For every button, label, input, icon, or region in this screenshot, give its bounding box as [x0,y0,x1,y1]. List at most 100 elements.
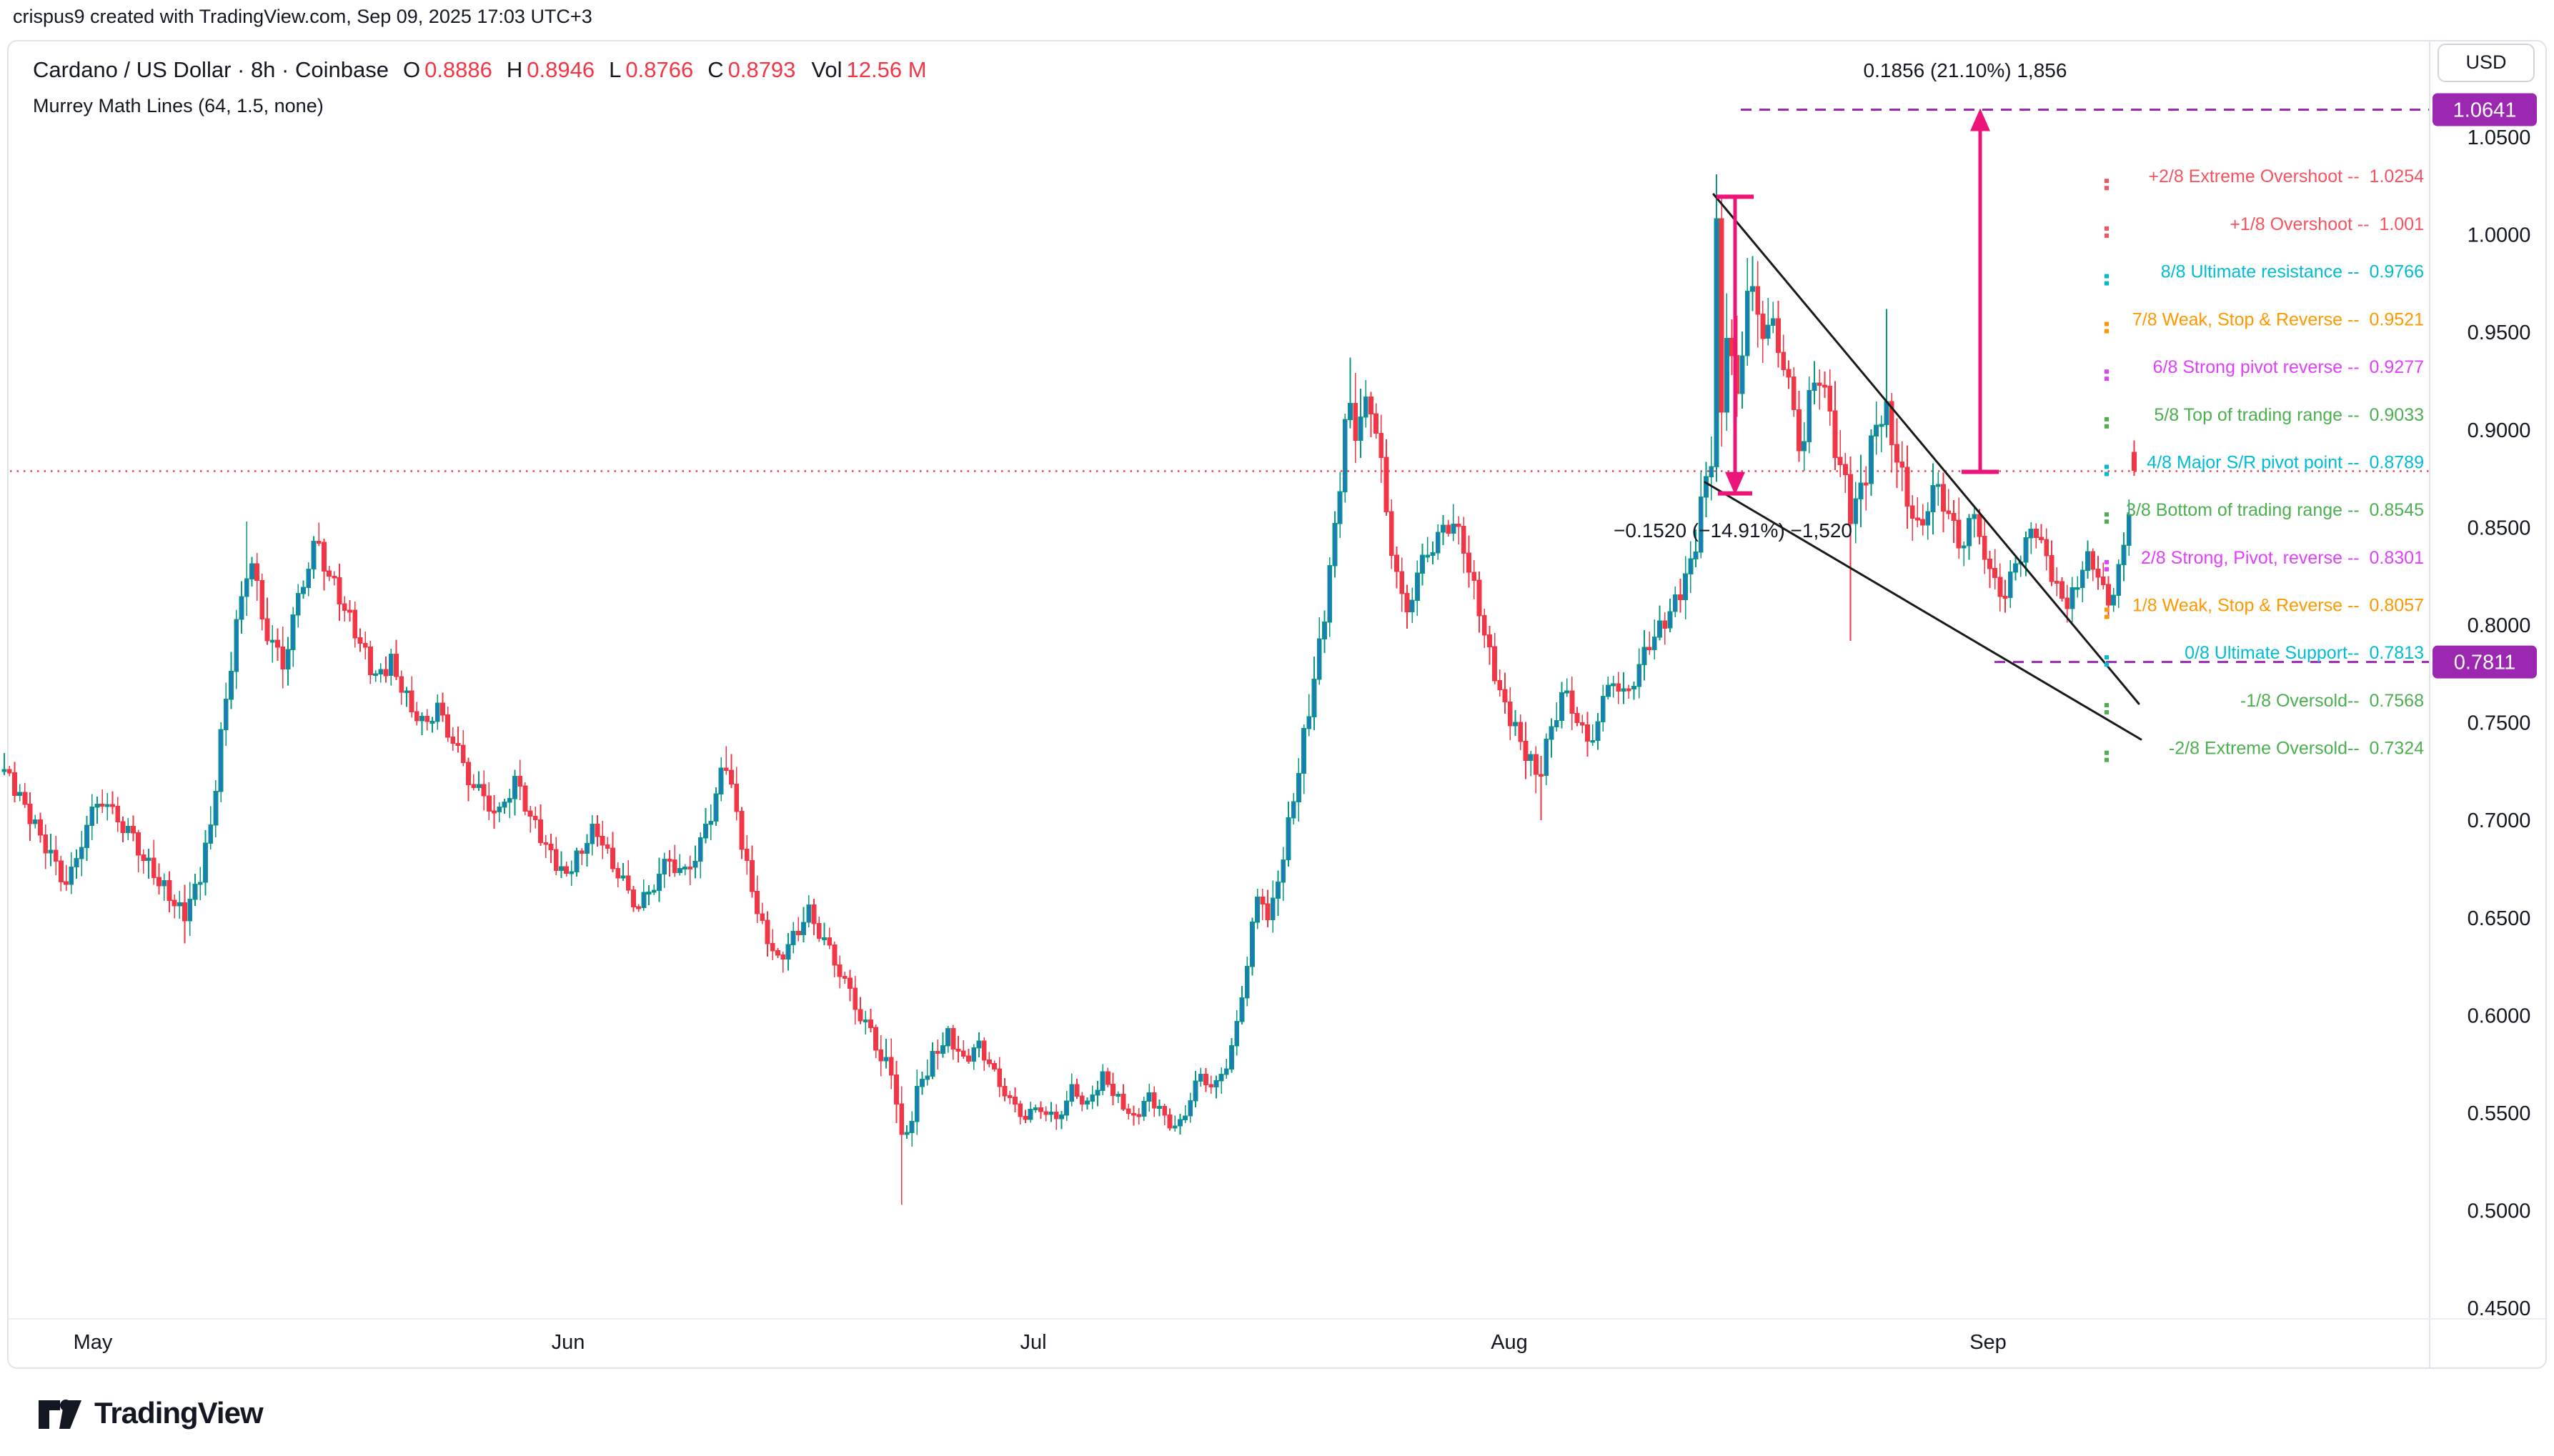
candle [197,882,203,885]
candle [1301,728,1307,774]
candle [1574,712,1580,724]
candle [992,1063,998,1070]
candle [2023,537,2029,563]
candle [2044,539,2049,557]
candle [79,847,84,859]
candle [1781,351,1787,370]
candle [1889,401,1894,445]
candle [1884,401,1889,426]
symbol-title[interactable]: Cardano / US Dollar · 8h · Coinbase [33,57,389,82]
candle [548,843,554,850]
candle [801,922,807,936]
candle [760,913,765,922]
candle [1904,467,1910,507]
candle [692,860,698,868]
candle [1755,286,1761,315]
murrey-label-7: 3/8 Bottom of trading range -- 0.8545 [2126,500,2424,520]
candle [1549,726,1554,740]
candle [1935,484,1941,487]
candle [1420,554,1426,574]
measurement-down[interactable] [1716,194,1754,496]
candle [564,866,570,874]
candle [1141,1100,1147,1117]
candle [543,842,549,845]
candle [1765,324,1771,339]
candle [306,568,312,589]
candle [1796,409,1802,452]
candle [162,879,167,887]
candle [811,904,817,924]
candle [755,890,760,914]
candle [1414,572,1420,601]
price-tick-1.0500: 1.0500 [2468,126,2531,149]
candle [878,1049,884,1062]
candle [821,937,827,940]
candle [976,1040,982,1049]
candle [1270,897,1276,921]
candle [502,802,507,808]
candle [1033,1107,1038,1111]
candle [925,1075,930,1080]
candle [347,609,352,613]
candle [1739,355,1745,394]
candle [1513,722,1518,727]
indicator-title[interactable]: Murrey Math Lines (64, 1.5, none) [33,95,324,116]
tradingview-logo[interactable]: TradingView [37,1390,264,1436]
candle [2039,537,2044,541]
candle [1177,1119,1183,1127]
candle [883,1057,889,1062]
candle [863,1019,868,1023]
trendline-1[interactable] [1704,481,2142,741]
candle [1704,476,1709,498]
candle [104,804,110,807]
attribution-text: crispus9 created with TradingView.com, S… [13,6,592,27]
candle [1914,517,1920,521]
candle [1234,1020,1240,1047]
candle [1332,523,1338,567]
murrey-label-4: 6/8 Strong pivot reverse -- 0.9277 [2153,357,2424,377]
candle [1812,382,1817,392]
candle [1760,313,1766,339]
price-badge-1.0641 [2433,93,2537,126]
candle [187,898,193,922]
candle [357,637,363,644]
candle [1744,291,1750,356]
candle [765,919,770,944]
candle [1492,646,1497,682]
candle [136,832,141,856]
candle [713,793,719,822]
candle [69,866,74,885]
candle [1683,573,1688,600]
candle [12,772,17,797]
candle [1786,369,1792,378]
candle [1291,801,1296,819]
candle [337,577,342,604]
candle [1296,772,1301,802]
low-letter: L [609,57,622,82]
candle [559,866,564,871]
candle [383,669,389,677]
candle [1038,1107,1043,1112]
candle [1388,511,1394,556]
candle [394,654,399,677]
candle [1651,637,1657,650]
candle [2100,577,2106,586]
candles-group [1,174,2137,1205]
measurement-up[interactable] [1962,108,1999,474]
candle [1090,1095,1095,1102]
murrey-label-9: 1/8 Weak, Stop & Reverse -- 0.8057 [2132,595,2424,615]
candle [1368,397,1373,414]
trendline-0[interactable] [1712,193,2140,705]
candle [909,1120,915,1133]
candle [997,1068,1003,1087]
price-tick-0.4500: 0.4500 [2468,1297,2531,1320]
candle [1471,572,1477,581]
candle [1378,432,1384,459]
murrey-tick [2105,377,2109,382]
candle [1069,1084,1075,1102]
candle [1466,552,1471,573]
candle [1827,385,1833,412]
candle [1383,457,1389,512]
currency-chip[interactable] [2438,44,2535,82]
